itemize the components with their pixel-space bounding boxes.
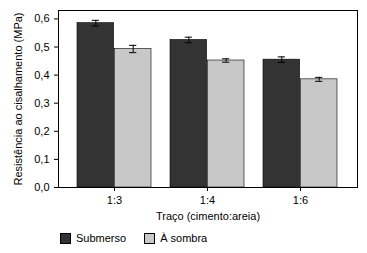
html-text:À sombra: À sombra bbox=[160, 232, 208, 244]
svg-text:Resistência ao cisalhamento (M: Resistência ao cisalhamento (MPa) bbox=[12, 12, 24, 185]
svg-text:0,2: 0,2 bbox=[34, 125, 49, 137]
svg-text:0,5: 0,5 bbox=[34, 41, 49, 53]
svg-text:0,3: 0,3 bbox=[34, 97, 49, 109]
svg-text:0,1: 0,1 bbox=[34, 153, 49, 165]
svg-text:1:4: 1:4 bbox=[200, 194, 215, 206]
svg-text:1:6: 1:6 bbox=[293, 194, 308, 206]
svg-text:0,6: 0,6 bbox=[34, 12, 49, 24]
svg-text:Traço (cimento:areia): Traço (cimento:areia) bbox=[156, 210, 260, 222]
svg-text:0,4: 0,4 bbox=[34, 69, 49, 81]
html-text:Submerso: Submerso bbox=[76, 232, 127, 244]
svg-text:1:3: 1:3 bbox=[107, 194, 122, 206]
svg-text:0,0: 0,0 bbox=[34, 181, 49, 193]
